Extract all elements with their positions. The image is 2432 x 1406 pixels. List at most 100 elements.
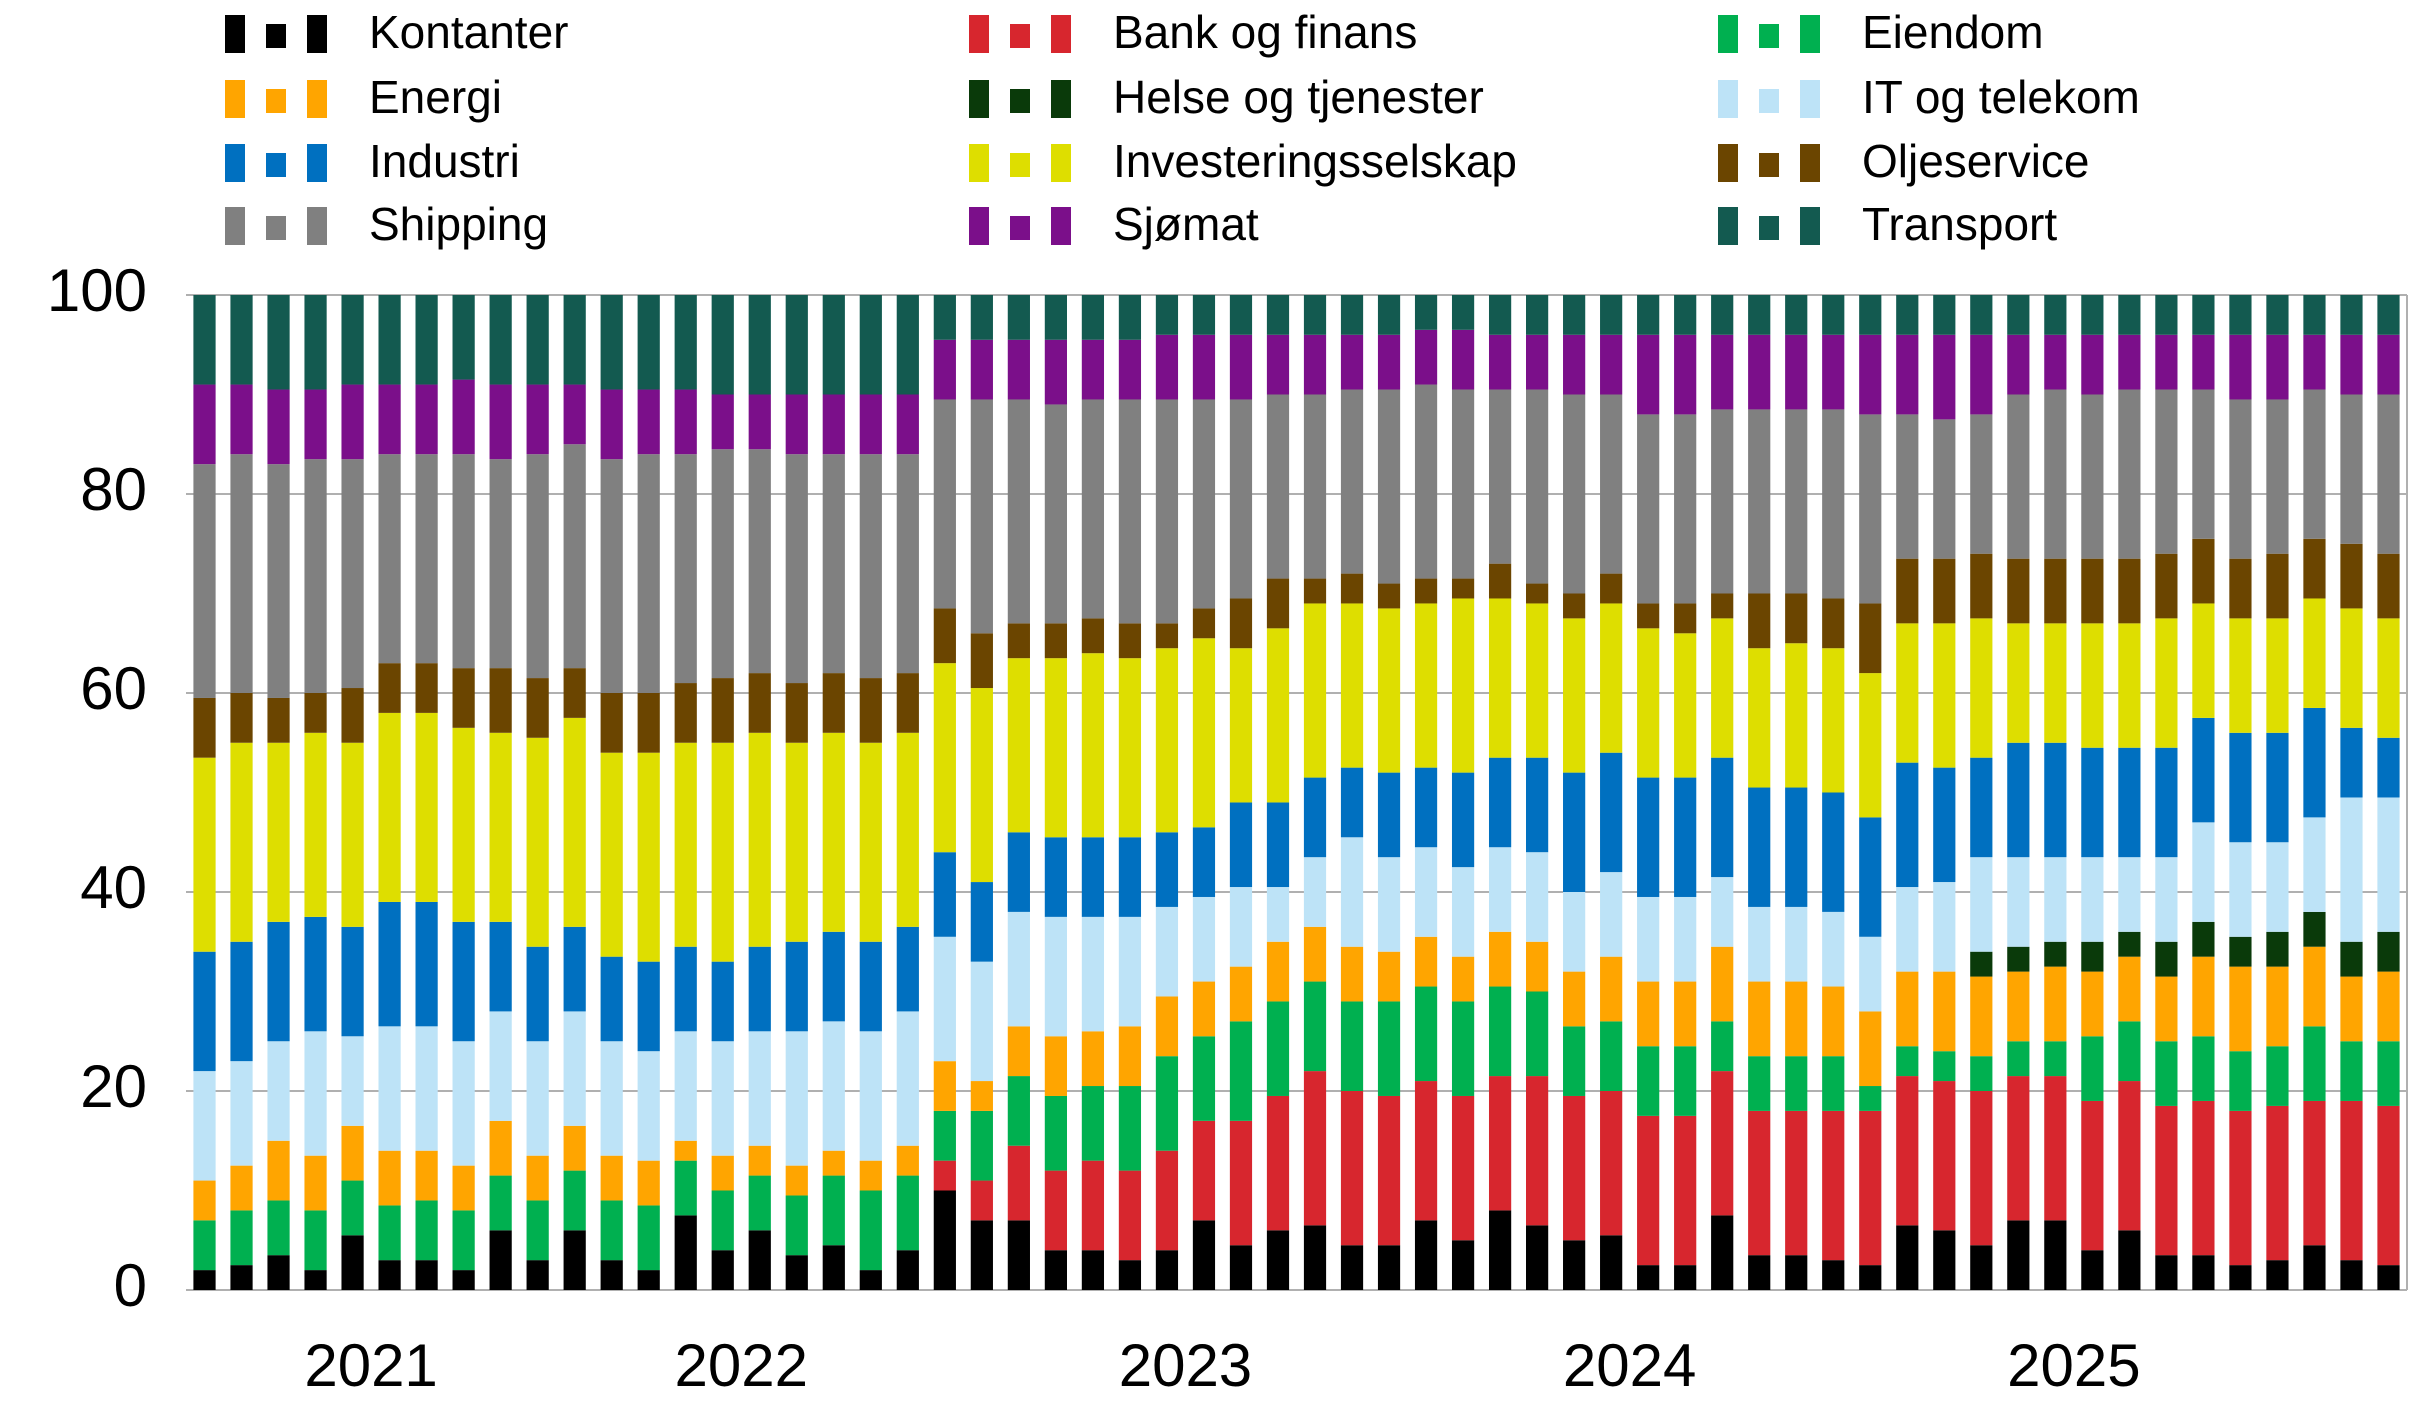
bar-segment	[267, 1255, 290, 1290]
bar-segment	[1896, 558, 1919, 624]
bar-segment	[1451, 1001, 1475, 1096]
legend-swatch	[1759, 89, 1779, 113]
bar-segment	[489, 295, 512, 385]
bar-segment	[1414, 767, 1438, 848]
bar-segment	[600, 459, 623, 693]
bar-segment	[1377, 583, 1401, 609]
bar-segment	[1266, 394, 1290, 579]
bar-segment	[304, 916, 327, 1032]
bar-segment	[1822, 911, 1845, 987]
bar-segment	[2044, 742, 2067, 858]
bar-segment	[304, 732, 327, 917]
bar-segment	[1859, 1265, 1882, 1290]
bar-segment	[2118, 334, 2141, 390]
legend-swatch	[225, 15, 245, 53]
bar-segment	[1377, 608, 1401, 773]
bar-segment	[1451, 867, 1475, 957]
bar-segment	[2340, 1041, 2363, 1101]
bar-segment	[1748, 409, 1771, 594]
bar-segment	[933, 1190, 956, 1290]
bar-segment	[748, 295, 771, 395]
bar-segment	[1896, 971, 1919, 1047]
bar-segment	[1377, 1245, 1401, 1290]
bar-segment	[1896, 762, 1919, 888]
bar-segment	[1896, 1046, 1919, 1077]
bar-segment	[1340, 573, 1364, 604]
bar-segment	[1303, 334, 1327, 395]
bar-segment	[896, 1250, 919, 1290]
bar-segment	[1859, 1086, 1882, 1111]
legend-swatch	[266, 153, 286, 177]
bar-segment	[2155, 747, 2178, 858]
bar-segment	[785, 295, 808, 395]
bar-segment	[1563, 1095, 1586, 1241]
bar-segment	[1451, 956, 1475, 1002]
bar-segment	[304, 1155, 327, 1211]
bar-segment	[970, 1180, 993, 1221]
bar-segment	[600, 389, 623, 460]
bar-segment	[1155, 295, 1179, 335]
bar-segment	[2377, 971, 2400, 1042]
bar-segment	[970, 633, 993, 689]
bar-segment	[1155, 996, 1179, 1057]
bar-segment	[2377, 553, 2400, 619]
bar-segment	[1451, 772, 1475, 868]
bar-segment	[526, 737, 549, 947]
bar-segment	[267, 464, 290, 698]
bar-segment	[526, 295, 549, 385]
bar-segment	[415, 384, 438, 455]
bar-segment	[1785, 295, 1808, 335]
bar-segment	[1192, 1120, 1216, 1221]
bar-segment	[933, 1061, 956, 1111]
bar-segment	[600, 1200, 623, 1261]
bar-segment	[230, 742, 253, 942]
bar-segment	[1637, 334, 1660, 415]
bar-segment	[1970, 976, 1993, 1057]
bar-segment	[1563, 892, 1586, 972]
legend-swatch	[1010, 216, 1030, 240]
bar-segment	[970, 961, 993, 1082]
bar-segment	[230, 1061, 253, 1166]
y-tick-label: 80	[80, 456, 147, 523]
bar-segment	[2118, 1081, 2141, 1231]
bar-segment	[2377, 737, 2400, 798]
bar-segment	[859, 295, 882, 395]
x-tick-label: 2021	[304, 1332, 437, 1399]
bar-segment	[822, 732, 845, 932]
bar-segment	[2007, 946, 2030, 972]
bar-segment	[2340, 295, 2363, 335]
bar-segment	[1377, 389, 1401, 584]
legend-swatch	[1051, 207, 1071, 245]
bar-segment	[2266, 732, 2289, 843]
bar-segment	[563, 1230, 586, 1290]
bar-segment	[2303, 334, 2326, 390]
bar-segment	[489, 384, 512, 460]
legend-swatch	[1759, 216, 1779, 240]
bar-segment	[489, 1011, 512, 1121]
bar-segment	[1711, 1021, 1734, 1072]
bar-segment	[378, 295, 401, 385]
bar-segment	[1711, 409, 1734, 594]
legend-label: Shipping	[369, 198, 548, 250]
bar-segment	[2118, 558, 2141, 624]
bar-segment	[1822, 295, 1845, 335]
bar-segment	[563, 668, 586, 718]
bar-segment	[970, 1081, 993, 1111]
bar-segment	[1563, 334, 1586, 395]
bar-segment	[267, 1200, 290, 1256]
bar-segment	[1637, 981, 1660, 1047]
bar-segment	[1600, 603, 1623, 753]
legend-swatch	[307, 207, 327, 245]
bar-segment	[1118, 1260, 1142, 1290]
bar-segment	[341, 1125, 364, 1181]
bar-segment	[267, 389, 290, 465]
bar-segment	[341, 926, 364, 1037]
bar-segment	[2044, 941, 2067, 967]
bar-segment	[378, 1026, 401, 1151]
bar-segment	[1526, 852, 1549, 942]
bar-segment	[896, 295, 919, 395]
bar-segment	[1044, 1250, 1067, 1290]
bar-segment	[1526, 389, 1549, 584]
bar-segment	[2007, 558, 2030, 624]
bar-segment	[1674, 633, 1697, 778]
